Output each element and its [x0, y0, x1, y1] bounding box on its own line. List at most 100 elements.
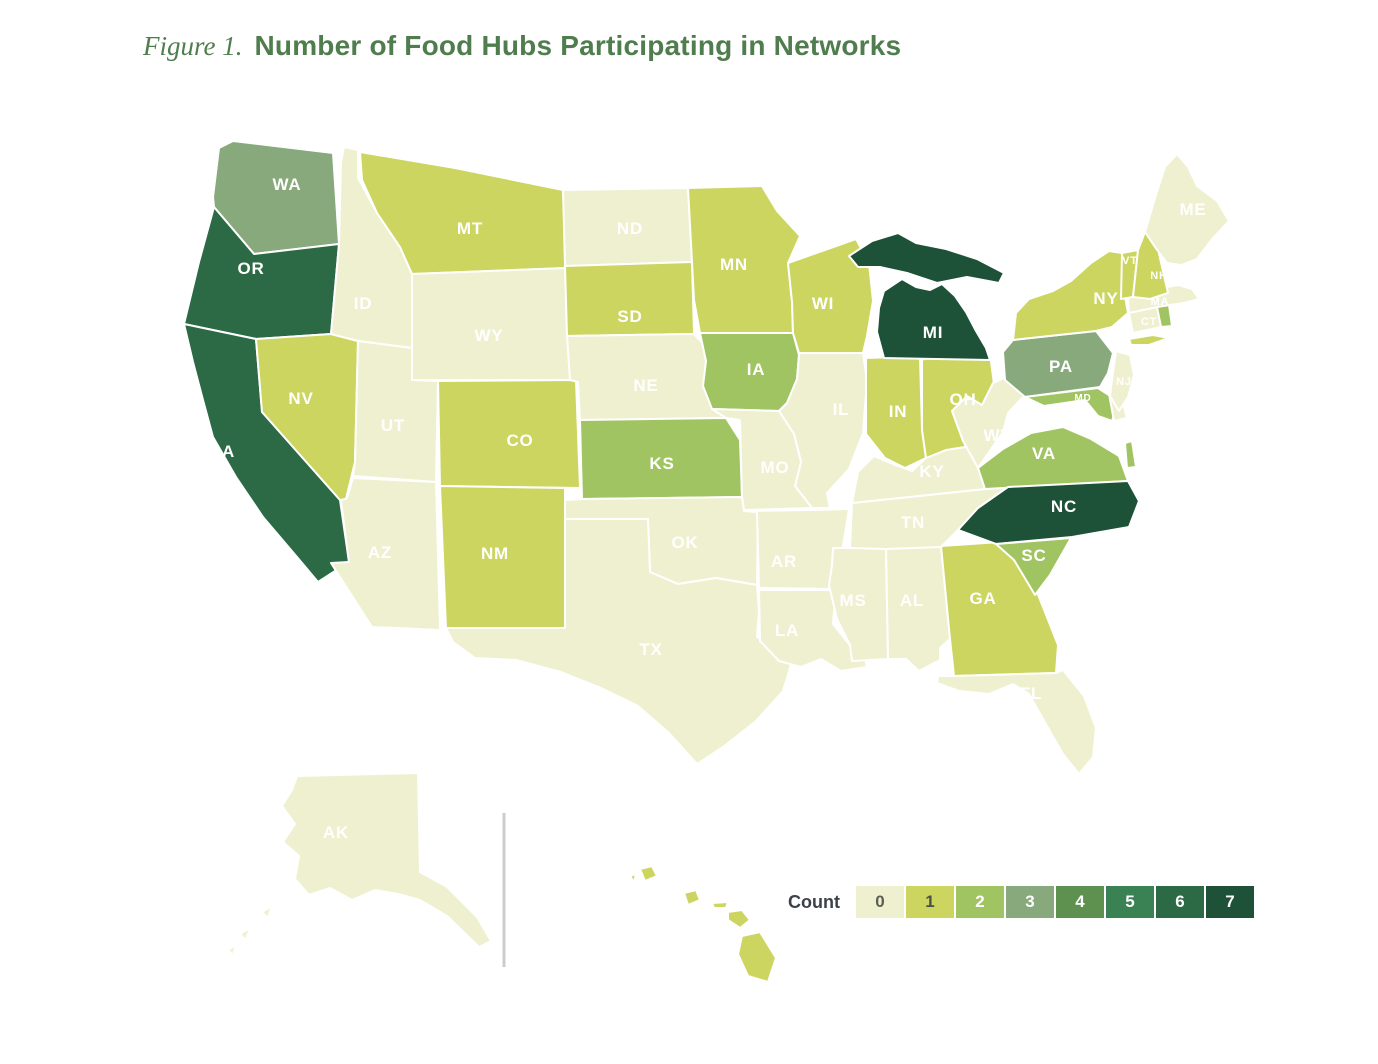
legend-swatch-2: 2 [955, 886, 1006, 918]
state-label-ny: NY [1093, 289, 1118, 308]
legend-scale: 0 1 2 3 4 5 6 7 [855, 886, 1254, 918]
state-label-ca: CA [209, 442, 235, 461]
state-label-pa: PA [1049, 357, 1073, 376]
state-label-mi: MI [923, 323, 943, 342]
state-label-la: LA [775, 621, 799, 640]
state-label-ms: MS [839, 591, 866, 610]
state-shape-tx [445, 518, 794, 765]
state-shape-ak [281, 772, 492, 948]
state-label-nh: NH [1150, 270, 1168, 282]
state-shape-mi-mitten [876, 278, 991, 361]
state-label-wy: WY [475, 326, 504, 345]
state-label-ky: KY [919, 462, 944, 481]
figure-header: Figure 1. Number of Food Hubs Participat… [143, 30, 901, 62]
state-label-ar: AR [771, 552, 797, 571]
legend-swatch-7: 7 [1205, 886, 1254, 918]
figure-title: Number of Food Hubs Participating in Net… [254, 30, 902, 61]
state-shape-nc [957, 480, 1140, 545]
state-label-mt: MT [457, 219, 483, 238]
state-label-md: MD [1074, 393, 1091, 404]
legend-title: Count [788, 891, 840, 912]
state-label-nv: NV [288, 389, 313, 408]
state-shape-ak-aleutian-3 [227, 944, 237, 956]
state-label-tn: TN [901, 513, 925, 532]
state-label-ga: GA [969, 589, 996, 608]
state-label-id: ID [354, 294, 373, 313]
state-shape-wi [787, 238, 874, 354]
state-shape-hi-molokai [711, 901, 729, 909]
state-label-ok: OK [671, 533, 698, 552]
state-shape-mo [711, 408, 813, 511]
legend-value-3: 3 [1025, 892, 1035, 911]
state-label-sd: SD [617, 307, 642, 326]
state-label-il: IL [833, 400, 850, 419]
state-label-ma: MA [1151, 296, 1170, 308]
state-label-va: VA [1032, 444, 1056, 463]
state-label-ct: CT [1141, 316, 1157, 328]
state-shape-hi-big-island [737, 931, 777, 983]
state-shape-co [437, 379, 581, 489]
state-label-wi: WI [812, 294, 834, 313]
state-shape-me [1144, 153, 1230, 266]
state-shape-nj [1109, 350, 1135, 412]
state-label-hi: HI [671, 872, 690, 891]
state-shape-sc [995, 537, 1072, 596]
state-label-nj: NJ [1116, 376, 1132, 388]
legend-value-6: 6 [1175, 892, 1185, 911]
legend-swatch-3: 3 [1005, 886, 1056, 918]
state-shape-in [865, 355, 927, 469]
state-label-wa: WA [273, 175, 302, 194]
state-label-co: CO [506, 431, 533, 450]
state-label-wv: WV [984, 426, 1013, 445]
state-label-ak: AK [323, 823, 349, 842]
figure-number: Figure 1. [143, 31, 243, 61]
state-label-or: OR [237, 259, 264, 278]
state-label-az: AZ [368, 543, 392, 562]
state-shape-hi-oahu [683, 889, 701, 906]
state-shape-ny [1012, 250, 1129, 341]
state-shape-hi-maui [727, 909, 751, 929]
state-label-fl: FL [1020, 684, 1042, 703]
state-label-ne: NE [633, 376, 658, 395]
state-shape-la [758, 589, 868, 672]
legend-value-2: 2 [975, 892, 985, 911]
legend-swatch-4: 4 [1055, 886, 1106, 918]
state-shape-ut [352, 340, 439, 483]
legend-swatch-5: 5 [1105, 886, 1156, 918]
state-shape-hi-kauai [639, 865, 658, 882]
state-label-nc: NC [1051, 497, 1077, 516]
state-shape-md [1024, 387, 1119, 422]
state-label-oh: OH [949, 390, 976, 409]
legend: Count 0 1 2 3 4 5 6 7 [788, 886, 1254, 918]
legend-value-1: 1 [925, 892, 935, 911]
state-label-ut: UT [381, 416, 405, 435]
state-label-mo: MO [761, 458, 790, 477]
legend-value-0: 0 [875, 892, 885, 911]
state-label-nd: ND [617, 219, 643, 238]
legend-value-5: 5 [1125, 892, 1135, 911]
state-shape-hi-niihau [629, 873, 637, 883]
legend-value-7: 7 [1225, 892, 1235, 911]
state-shape-va-eastern-shore [1124, 440, 1137, 469]
legend-swatch-0: 0 [855, 886, 906, 918]
legend-swatch-6: 6 [1155, 886, 1206, 918]
state-shape-az [330, 477, 441, 631]
state-label-de: DE [1130, 402, 1150, 417]
state-label-vt: VT [1122, 255, 1138, 267]
legend-swatch-1: 1 [905, 886, 956, 918]
state-label-ks: KS [649, 454, 674, 473]
state-label-me: ME [1179, 200, 1206, 219]
state-shape-ny-long-island [1128, 334, 1170, 346]
state-shape-mi-up [848, 232, 1005, 284]
legend-value-4: 4 [1075, 892, 1085, 911]
state-label-tx: TX [639, 640, 662, 659]
state-label-ia: IA [747, 360, 766, 379]
state-label-ri: RI [1178, 319, 1193, 334]
state-shape-fl [936, 669, 1097, 775]
state-label-sc: SC [1021, 546, 1046, 565]
state-label-nm: NM [481, 544, 509, 563]
state-label-mn: MN [720, 255, 748, 274]
state-shape-ak-aleutian-2 [239, 927, 251, 941]
